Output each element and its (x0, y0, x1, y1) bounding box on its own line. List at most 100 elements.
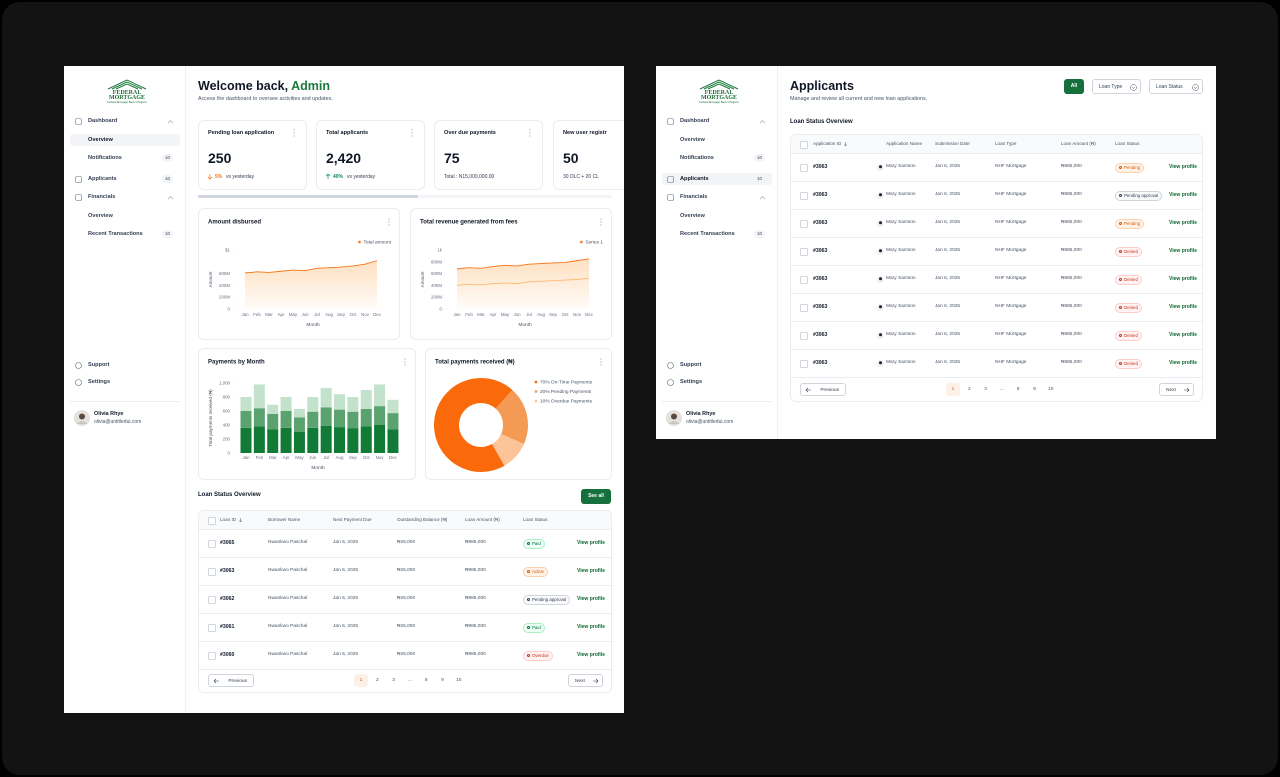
checkbox[interactable] (800, 303, 808, 312)
applicant-avatar (877, 163, 884, 171)
checkbox[interactable] (208, 516, 216, 525)
view-profile-link[interactable]: View profile (1169, 360, 1197, 366)
page-number[interactable]: 9 (1033, 387, 1036, 392)
nav-item[interactable]: Notifications (680, 155, 714, 161)
checkbox[interactable] (800, 140, 808, 149)
page-number[interactable]: 1 (946, 383, 960, 396)
chart-title: Amount disbursed (208, 220, 261, 226)
nav-item[interactable]: Applicants (680, 176, 709, 182)
view-profile-link[interactable]: View profile (577, 652, 605, 658)
donut-segment (434, 378, 513, 472)
filter-button[interactable]: Loan Type (1092, 79, 1141, 94)
nav-item[interactable]: Overview (88, 213, 113, 219)
more-menu[interactable] (411, 129, 413, 137)
table-cell: Jan 6, 2025 (935, 304, 961, 309)
page-number[interactable]: 2 (375, 678, 379, 683)
page-title: Applicants (790, 79, 854, 93)
column-header: Loan Amount (₦) (1061, 141, 1096, 146)
next-button[interactable]: Next (1159, 383, 1194, 396)
bar-segment (293, 417, 305, 432)
nav-item[interactable]: Applicants (88, 176, 117, 182)
view-profile-link[interactable]: View profile (1169, 164, 1197, 170)
checkbox[interactable] (208, 567, 216, 576)
table-cell: ₦985,000 (465, 596, 486, 601)
view-profile-link[interactable]: View profile (1169, 304, 1197, 310)
nav-item[interactable]: Overview (680, 137, 705, 143)
more-menu[interactable] (600, 358, 602, 366)
nav-item[interactable]: Notifications (88, 155, 122, 161)
user-email: olivia@untitledui.com (686, 419, 734, 425)
table-cell: ₦985,000 (465, 568, 486, 573)
checkbox[interactable] (800, 359, 808, 368)
more-menu[interactable] (388, 218, 390, 226)
filter-button[interactable]: Loan Status (1149, 79, 1203, 94)
more-menu[interactable] (529, 129, 531, 137)
checkbox[interactable] (800, 191, 808, 200)
checkbox[interactable] (208, 651, 216, 660)
checkbox[interactable] (800, 275, 808, 284)
scroll-thumb[interactable] (198, 195, 418, 198)
bar-segment (267, 404, 279, 414)
column-header: Loan ID (220, 517, 237, 522)
checkbox[interactable] (800, 163, 808, 172)
previous-button[interactable]: Previous (208, 674, 254, 687)
nav-item[interactable]: Overview (88, 137, 113, 143)
view-profile-link[interactable]: View profile (577, 540, 605, 546)
nav-item[interactable]: Financials (680, 194, 708, 200)
legend-label: Total amount (364, 240, 392, 246)
nav-item[interactable]: Overview (680, 213, 705, 219)
nav-item[interactable]: Dashboard (88, 118, 118, 124)
see-all-button[interactable]: See all (581, 489, 611, 504)
page-number[interactable]: 8 (1016, 387, 1020, 392)
page-number[interactable]: 8 (424, 678, 428, 683)
page-number[interactable]: 10 (1048, 387, 1054, 392)
more-menu[interactable] (600, 218, 602, 226)
chevron (759, 119, 766, 123)
next-button[interactable]: Next (568, 674, 603, 687)
page-number[interactable]: 1 (354, 674, 368, 687)
checkbox[interactable] (800, 247, 808, 256)
page-number[interactable]: 3 (984, 387, 987, 392)
view-profile-link[interactable]: View profile (1169, 332, 1197, 338)
nav-item[interactable]: Settings (88, 379, 111, 385)
view-profile-link[interactable]: View profile (577, 624, 605, 630)
y-tick-label: 200 (223, 437, 231, 442)
status-icon (1119, 278, 1122, 281)
bar-segment (307, 411, 319, 428)
checkbox[interactable] (800, 219, 808, 228)
page-number[interactable]: 9 (441, 678, 444, 683)
view-profile-link[interactable]: View profile (1169, 276, 1197, 282)
nav-item[interactable]: Settings (680, 379, 703, 385)
menu-dot (404, 361, 406, 363)
more-menu[interactable] (404, 358, 406, 366)
menu-dot (529, 129, 531, 131)
view-profile-link[interactable]: View profile (1169, 248, 1197, 254)
view-profile-link[interactable]: View profile (1169, 220, 1197, 226)
checkbox[interactable] (208, 623, 216, 632)
nav-item[interactable]: Dashboard (680, 118, 710, 124)
nav-item[interactable]: Support (680, 362, 702, 368)
y-tick-label: 600 (223, 409, 231, 414)
view-profile-link[interactable]: View profile (1169, 192, 1197, 198)
view-profile-link[interactable]: View profile (577, 568, 605, 574)
checkbox[interactable] (208, 539, 216, 548)
table-cell: NHF Mortgage (995, 192, 1027, 197)
view-profile-link[interactable]: View profile (577, 596, 605, 602)
checkbox[interactable] (800, 331, 808, 340)
nav-item[interactable]: Financials (88, 194, 116, 200)
page-number[interactable]: ... (999, 387, 1004, 392)
previous-button[interactable]: Previous (800, 383, 846, 396)
more-menu[interactable] (293, 129, 295, 137)
nav-item[interactable]: Recent Transactions (680, 231, 735, 237)
nav-item[interactable]: Recent Transactions (88, 231, 143, 237)
page-number[interactable]: 2 (967, 387, 971, 392)
filter-button[interactable]: All (1064, 79, 1084, 94)
page-number[interactable]: 10 (456, 678, 462, 683)
page-number[interactable]: ... (407, 678, 412, 683)
nav-item[interactable]: Support (88, 362, 110, 368)
page-number[interactable]: 3 (392, 678, 395, 683)
stat-label: Pending loan application (208, 130, 275, 136)
table-header-row (199, 511, 611, 530)
checkbox[interactable] (208, 595, 216, 604)
bar-segment (347, 428, 359, 453)
